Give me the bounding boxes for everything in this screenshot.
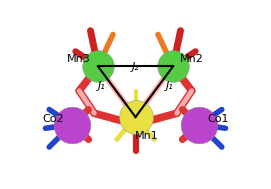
Text: Mn1: Mn1 [135,131,159,141]
Text: Mn3: Mn3 [67,54,91,64]
Point [70,123,74,126]
Point [171,65,175,68]
Point [96,65,100,68]
Point [197,123,201,126]
Point [133,115,138,119]
Text: J₁: J₁ [98,81,106,91]
Text: J₁: J₁ [165,81,173,91]
Text: Co1: Co1 [207,114,229,124]
Text: Mn2: Mn2 [180,54,204,64]
Text: J₂: J₂ [132,62,139,72]
Text: Co2: Co2 [42,114,64,124]
